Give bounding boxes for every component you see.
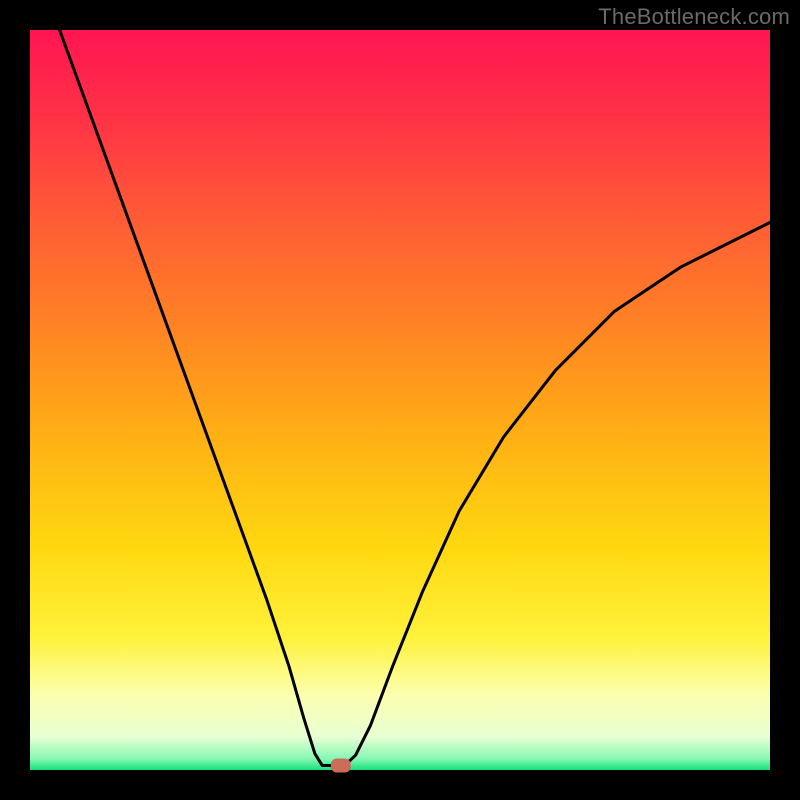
chart-container: TheBottleneck.com <box>0 0 800 800</box>
bottleneck-chart <box>0 0 800 800</box>
watermark-text: TheBottleneck.com <box>598 4 790 30</box>
optimal-marker <box>331 759 351 773</box>
